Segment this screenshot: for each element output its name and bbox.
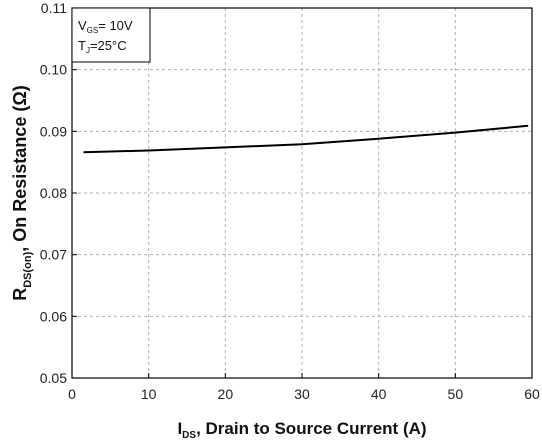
axis-ticks: 0 10 20 30 40 50 60 0.05 0.06 0.07 0.08 0.09 0.10 0.1… xyxy=(40,0,540,402)
y-tick-label: 0.08 xyxy=(40,185,67,201)
y-tick-label: 0.09 xyxy=(40,123,67,139)
y-tick-label: 0.10 xyxy=(40,62,67,78)
y-tick-label: 0.05 xyxy=(40,370,67,386)
x-tick-label: 40 xyxy=(371,386,387,402)
x-tick-label: 50 xyxy=(448,386,464,402)
x-axis-title: IDS, Drain to Source Current (A) xyxy=(177,419,426,441)
x-tick-label: 0 xyxy=(68,386,76,402)
y-tick-label: 0.06 xyxy=(40,308,67,324)
x-tick-label: 60 xyxy=(524,386,540,402)
grid xyxy=(72,8,532,378)
series-layer xyxy=(83,124,529,154)
y-tick-label: 0.11 xyxy=(41,0,67,16)
annotation-line-2: TJ=25°C xyxy=(78,38,127,55)
y-axis-title: RDS(on), On Resistance (Ω) xyxy=(10,85,34,301)
y-tick-label: 0.07 xyxy=(40,247,67,263)
annotation-line-1: VGS= 10V xyxy=(78,18,133,35)
rds-on-curve xyxy=(83,124,529,154)
x-tick-label: 10 xyxy=(141,386,157,402)
x-tick-label: 30 xyxy=(294,386,310,402)
annotation-box: VGS= 10V TJ=25°C xyxy=(71,7,151,63)
x-tick-label: 20 xyxy=(218,386,234,402)
